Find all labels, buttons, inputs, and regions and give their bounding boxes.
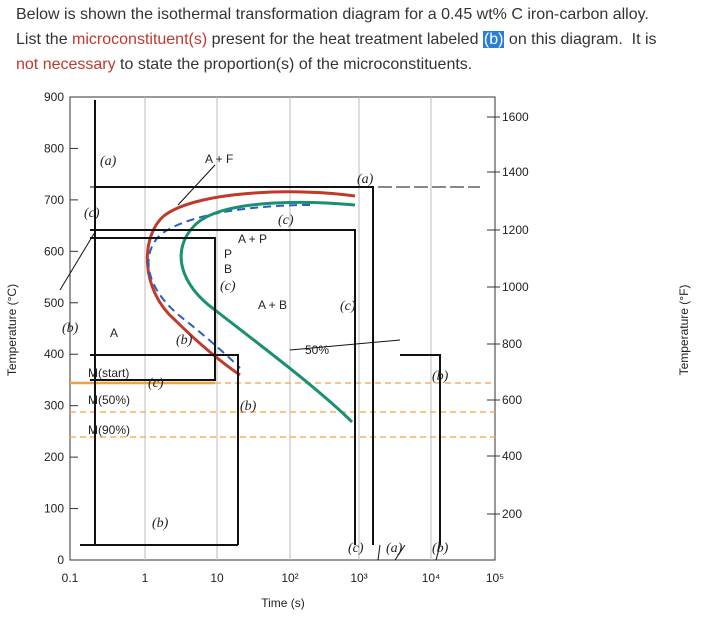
region-label: (a)	[100, 154, 117, 169]
region-label: (b)	[152, 516, 169, 531]
region-label: (b)	[62, 321, 79, 336]
x-tick-label: 10³	[350, 571, 367, 585]
region-label: (c)	[278, 213, 294, 228]
x-tick-label: 0.1	[62, 571, 79, 585]
term: not necessary	[16, 56, 116, 73]
region-label: A + B	[258, 298, 287, 312]
highlight: (b)	[482, 31, 505, 48]
region-label: M(start)	[88, 366, 129, 380]
y2-tick-label: 1200	[502, 223, 529, 237]
y2-tick-label: 1600	[502, 110, 529, 124]
path-b	[90, 354, 239, 545]
y-tick-label: 900	[44, 90, 64, 104]
region-label: (b)	[240, 399, 257, 414]
y-tick-label: 200	[44, 450, 64, 464]
y-tick-label: 300	[44, 399, 64, 413]
region-label: M(50%)	[88, 393, 130, 407]
y2-tick-label: 400	[502, 449, 522, 463]
leader	[177, 164, 216, 206]
leader	[59, 231, 96, 291]
region-label: (c)	[340, 299, 356, 314]
y2-axis-label: Temperature (°F)	[677, 285, 691, 376]
region-label: (b)	[432, 369, 449, 384]
y-tick-label: 700	[44, 193, 64, 207]
region-label: A + F	[205, 152, 233, 166]
text: Below is shown the isothermal transforma…	[16, 6, 649, 23]
y2-tick-label: 800	[502, 337, 522, 351]
term: microconstituent(s)	[72, 31, 208, 48]
region-label: (a)	[386, 541, 403, 556]
y2-tick-label: 1000	[502, 280, 529, 294]
region-label: (b)	[432, 541, 449, 556]
question-line: List the microconstituent(s) present for…	[16, 31, 657, 49]
region-label: (a)	[357, 172, 374, 187]
region-label: A	[110, 326, 118, 340]
x-axis-label: Time (s)	[261, 596, 305, 610]
region-label: 50%	[305, 343, 329, 357]
leader	[377, 544, 441, 561]
x-tick-label: 1	[142, 571, 149, 585]
text: List the	[16, 31, 73, 48]
question-line: not necessary to state the proportion(s)…	[16, 56, 472, 74]
start-curve	[145, 190, 356, 377]
leader	[289, 339, 401, 351]
x-tick-label: 10⁴	[422, 571, 441, 585]
text: present for the heat treatment labeled	[207, 31, 483, 48]
x-tick-label: 10⁵	[486, 571, 504, 585]
y-tick-label: 100	[44, 502, 64, 516]
plot-frame	[69, 96, 496, 561]
y2-tick-label: 600	[502, 393, 522, 407]
y-tick-label: 0	[57, 553, 64, 567]
half-curve	[147, 204, 311, 369]
path-b2	[400, 354, 441, 545]
question-line: Below is shown the isothermal transforma…	[16, 6, 649, 24]
region-label: M(90%)	[88, 423, 130, 437]
path-a	[95, 186, 374, 545]
x-tick-label: 10	[210, 571, 224, 585]
y-tick-label: 500	[44, 296, 64, 310]
region-label: (c)	[84, 206, 100, 221]
region-label: (c)	[148, 376, 164, 391]
path-c	[90, 229, 356, 545]
y-tick-label: 600	[44, 244, 64, 258]
x-tick-label: 10²	[281, 571, 298, 585]
region-label: P	[224, 247, 232, 261]
y-tick-label: 400	[44, 347, 64, 361]
y-axis-label: Temperature (°C)	[5, 284, 19, 376]
region-label: (c)	[220, 279, 236, 294]
region-label: A + P	[238, 232, 267, 246]
finish-curve	[179, 200, 356, 424]
text: to state the proportion(s) of the microc…	[115, 56, 473, 73]
region-label: B	[224, 262, 232, 276]
region-label: (b)	[176, 333, 193, 348]
y2-tick-label: 200	[502, 507, 522, 521]
region-label: (c)	[348, 541, 364, 556]
text: on this diagram. It is	[504, 31, 657, 48]
path-c2	[90, 237, 216, 381]
y-tick-label: 800	[44, 141, 64, 155]
y2-tick-label: 1400	[502, 165, 529, 179]
